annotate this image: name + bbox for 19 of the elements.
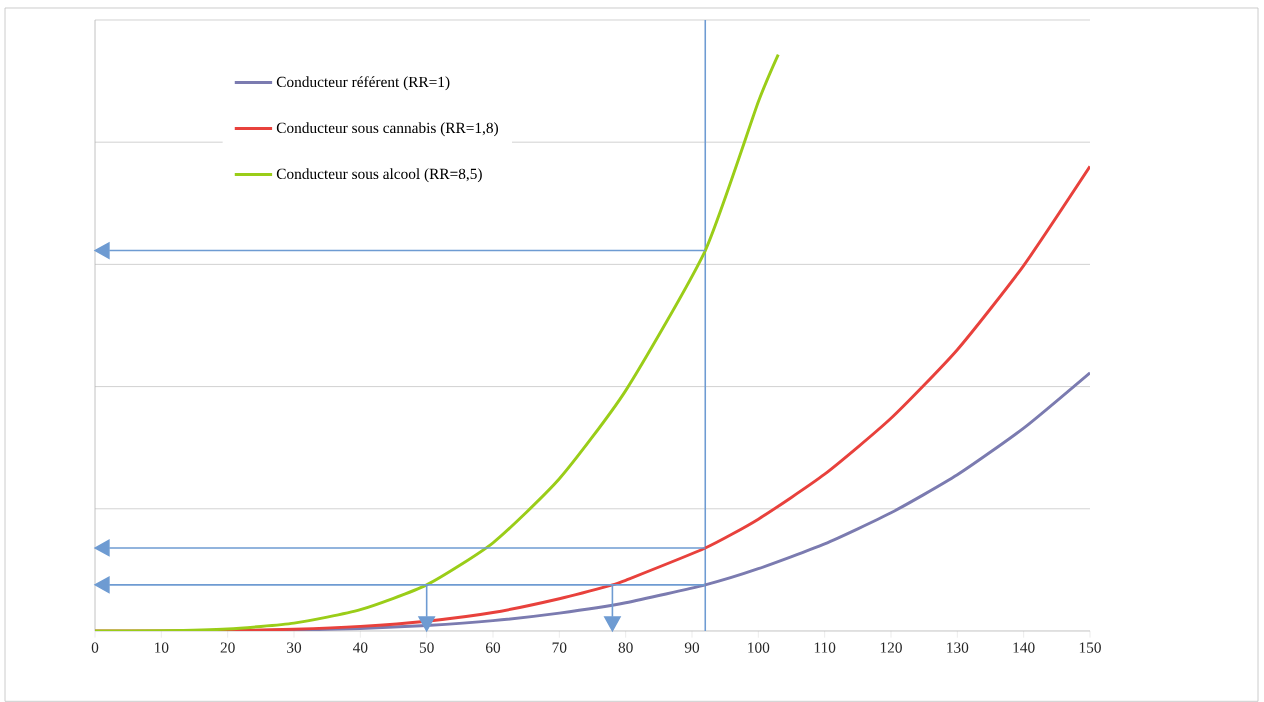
x-tick-label: 10 xyxy=(155,642,169,653)
x-tick-label: 60 xyxy=(485,642,501,653)
x-tick-label: 120 xyxy=(880,642,902,653)
x-tick-label: 100 xyxy=(748,642,770,653)
x-tick-label: 80 xyxy=(618,642,633,653)
x-tick-label: 30 xyxy=(287,642,302,653)
x-tick-label: 140 xyxy=(1013,642,1035,653)
x-tick-label: 40 xyxy=(352,642,368,653)
x-tick-label: 50 xyxy=(419,642,434,653)
x-tick-label: 150 xyxy=(1079,642,1101,653)
x-tick-label: 90 xyxy=(684,642,700,653)
x-tick-label: 20 xyxy=(220,642,235,653)
legend-label: Conducteur sous cannabis (RR=1,8) xyxy=(276,122,498,137)
x-tick-label: 0 xyxy=(91,642,99,653)
x-tick-label: 130 xyxy=(947,642,969,653)
x-tick-label: 70 xyxy=(552,642,567,653)
x-tick-label: 110 xyxy=(814,642,836,653)
legend-label: Conducteur sous alcool (RR=8,5) xyxy=(276,168,482,183)
legend-label: Conducteur référent (RR=1) xyxy=(276,76,450,91)
